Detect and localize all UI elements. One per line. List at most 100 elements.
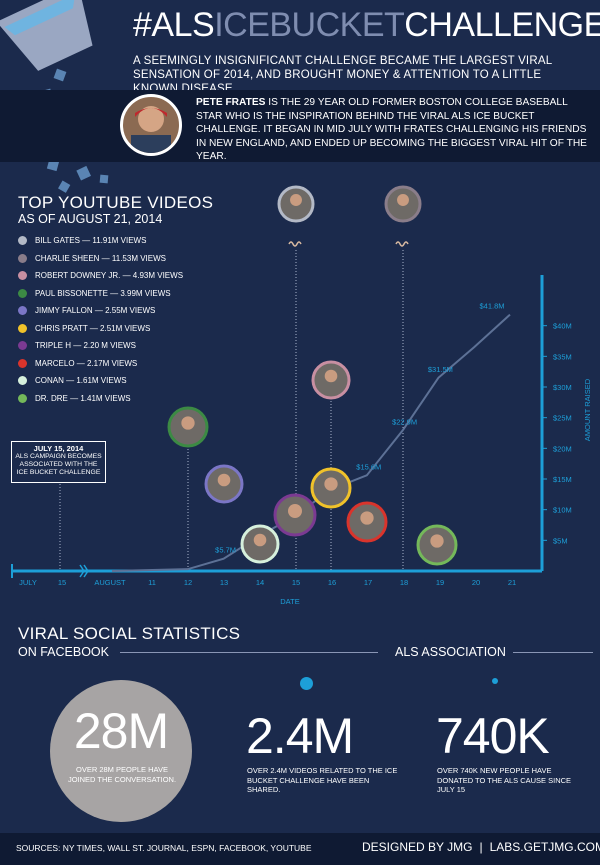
thumbnail-face [181, 416, 195, 430]
legend-label: PAUL BISSONETTE — 3.99M VIEWS [35, 288, 171, 298]
legend-label: DR. DRE — 1.41M VIEWS [35, 393, 131, 403]
divider [120, 652, 378, 653]
legend-dot [18, 288, 27, 298]
stat-dot [300, 677, 313, 690]
x-tick-label: JULY [19, 578, 37, 587]
legend-item: TRIPLE H — 2.20 M VIEWS [18, 341, 136, 350]
y-tick-label: $10M [553, 506, 572, 515]
legend-item: CHRIS PRATT — 2.51M VIEWS [18, 323, 151, 333]
legend-label: BILL GATES — 11.91M VIEWS [35, 236, 147, 245]
data-label: $15.6M [356, 462, 381, 471]
legend-item: MARCELO — 2.17M VIEWS [18, 358, 138, 368]
y-tick-label: $5M [553, 536, 568, 545]
designer-credit: DESIGNED BY JMG | LABS.GETJMG.COM [362, 840, 600, 854]
site-link[interactable]: LABS.GETJMG.COM [489, 840, 600, 854]
legend-label: TRIPLE H — 2.20 M VIEWS [35, 341, 136, 350]
legend-dot [18, 358, 27, 368]
y-tick-label: $25M [553, 414, 572, 423]
sources: SOURCES: NY TIMES, WALL ST. JOURNAL, ESP… [16, 843, 312, 853]
callout-date: JULY 15, 2014 [33, 444, 84, 453]
thumbnail-face [288, 504, 302, 518]
x-tick-label: 21 [508, 578, 516, 587]
facebook-heading: ON FACEBOOK [18, 645, 109, 659]
legend-item: CONAN — 1.61M VIEWS [18, 376, 127, 385]
data-label: $31.5M [428, 365, 453, 374]
x-tick-label: 15 [58, 578, 66, 587]
legend-item: BILL GATES — 11.91M VIEWS [18, 236, 146, 245]
legend-dot [18, 341, 27, 350]
divider [513, 652, 593, 653]
legend-label: MARCELO — 2.17M VIEWS [35, 358, 138, 368]
legend-dot [18, 253, 27, 263]
legend-item: ROBERT DOWNEY JR. — 4.93M VIEWS [18, 271, 183, 280]
videos-subheading: AS OF AUGUST 21, 2014 [18, 212, 163, 226]
thumbnail-face [324, 477, 338, 491]
axis-break [79, 564, 89, 578]
legend-label: CHRIS PRATT — 2.51M VIEWS [35, 323, 151, 333]
intro-band [0, 90, 600, 162]
stat-value: 740K [436, 708, 550, 764]
y-tick-label: $15M [553, 475, 572, 484]
stat-description: OVER 740K NEW PEOPLE HAVE DONATED TO THE… [437, 766, 572, 794]
thumbnail-face [217, 473, 231, 487]
x-tick-label: 16 [328, 578, 336, 587]
x-axis-label: DATE [280, 597, 299, 606]
squiggle [395, 241, 409, 247]
data-label: $41.8M [479, 302, 504, 311]
stat-value: 2.4M [246, 708, 354, 764]
legend-label: CONAN — 1.61M VIEWS [35, 376, 127, 385]
footer [0, 833, 600, 865]
x-tick-label: 11 [148, 578, 156, 587]
y-tick-label: $40M [553, 322, 572, 331]
social-heading: VIRAL SOCIAL STATISTICS [18, 624, 241, 643]
legend-dot [18, 236, 27, 245]
squiggle [288, 241, 302, 247]
thumbnail-face [253, 533, 267, 547]
legend-dot [18, 323, 27, 333]
stat-description: OVER 28M PEOPLE HAVE JOINED THE CONVERSA… [67, 765, 177, 784]
campaign-callout: JULY 15, 2014 ALS CAMPAIGN BECOMES ASSOC… [11, 441, 106, 483]
legend-item: DR. DRE — 1.41M VIEWS [18, 393, 131, 403]
x-tick-label: 17 [364, 578, 372, 587]
thumbnail-face [430, 534, 444, 548]
x-tick-label: 14 [256, 578, 264, 587]
x-tick-label: 15 [292, 578, 300, 587]
legend-item: JIMMY FALLON — 2.55M VIEWS [18, 306, 155, 315]
legend-dot [18, 393, 27, 403]
thumbnail-face [324, 369, 338, 383]
legend-item: CHARLIE SHEEN — 11.53M VIEWS [18, 253, 166, 263]
data-label: $22.9M [392, 418, 417, 427]
callout-text: ALS CAMPAIGN BECOMES ASSOCIATED WITH THE… [15, 453, 102, 476]
x-tick-label: 13 [220, 578, 228, 587]
stat-description: OVER 2.4M VIDEOS RELATED TO THE ICE BUCK… [247, 766, 398, 794]
legend-dot [18, 271, 27, 280]
als-heading: ALS ASSOCIATION [395, 645, 506, 659]
x-tick-label: 20 [472, 578, 480, 587]
x-tick-label: AUGUST [94, 578, 126, 587]
y-axis-label: AMOUNT RAISED [583, 378, 592, 441]
x-tick-label: 12 [184, 578, 192, 587]
page-subtitle: A seemingly insignificant challenge beca… [133, 55, 552, 95]
facebook-stat-circle [50, 680, 192, 822]
y-tick-label: $30M [553, 383, 572, 392]
stat-dot [492, 678, 498, 684]
pete-frates-avatar [120, 94, 182, 156]
intro-text: PETE FRATES is the 29 year old former Bo… [196, 97, 587, 162]
y-tick-label: $35M [553, 352, 572, 361]
videos-heading: TOP YOUTUBE VIDEOS [18, 193, 214, 212]
legend-label: JIMMY FALLON — 2.55M VIEWS [35, 306, 156, 315]
thumbnail-face [397, 194, 409, 206]
thumbnail-face [290, 194, 302, 206]
legend-dot [18, 306, 27, 315]
x-tick-label: 18 [400, 578, 408, 587]
amount-raised-chart: JULY 15 AUGUST 11 12 13 14 15 16 17 18 19 20 21 DATE $5… [11, 185, 592, 606]
x-tick-label: 19 [436, 578, 444, 587]
page-title: #ALSICEBUCKETCHALLENGE [133, 6, 600, 44]
legend-label: CHARLIE SHEEN — 11.53M VIEWS [35, 253, 166, 263]
y-tick-label: $20M [553, 444, 572, 453]
legend-dot [18, 376, 27, 385]
stat-value: 28M [73, 703, 169, 759]
thumbnail-face [360, 511, 374, 525]
legend-item: PAUL BISSONETTE — 3.99M VIEWS [18, 288, 171, 298]
